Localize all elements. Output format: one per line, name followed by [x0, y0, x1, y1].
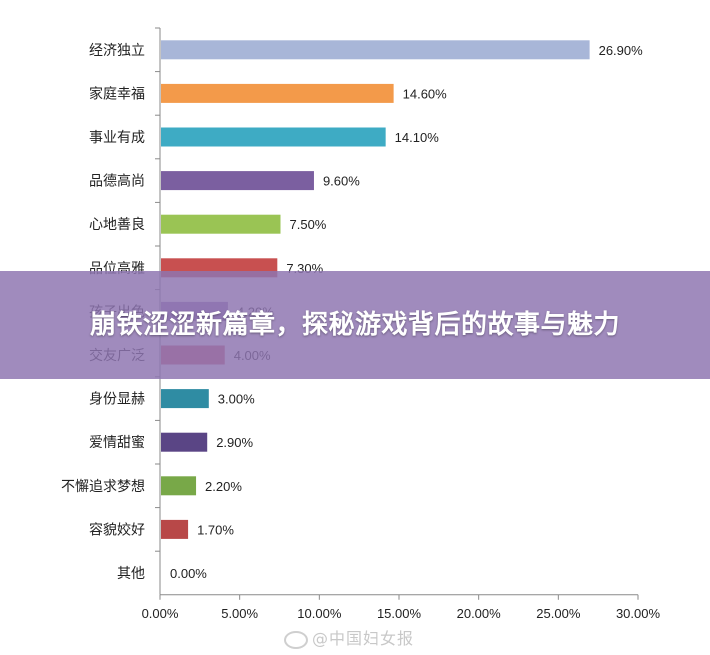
value-label: 2.90% [216, 435, 253, 450]
category-label: 容貌姣好 [89, 521, 145, 538]
category-label: 爱情甜蜜 [89, 435, 145, 451]
category-label: 其他 [117, 566, 145, 582]
bar [161, 83, 394, 103]
value-label: 7.50% [290, 217, 327, 232]
category-label: 品德高尚 [89, 173, 145, 190]
value-label: 2.20% [205, 479, 242, 494]
bar [161, 40, 590, 60]
title-banner: 崩铁涩涩新篇章，探秘游戏背后的故事与魅力 [0, 271, 710, 379]
watermark-text: @中国妇女报 [312, 629, 415, 648]
watermark: @中国妇女报 [284, 625, 414, 649]
x-tick-label: 5.00% [221, 606, 258, 621]
weibo-icon [284, 630, 308, 649]
value-label: 3.00% [218, 392, 255, 407]
bar [161, 432, 208, 452]
bar [161, 171, 314, 191]
banner-title: 崩铁涩涩新篇章，探秘游戏背后的故事与魅力 [89, 310, 620, 340]
value-label: 1.70% [197, 522, 234, 537]
category-label: 事业有成 [89, 130, 145, 146]
x-tick-label: 10.00% [297, 606, 342, 621]
category-label: 身份显赫 [89, 392, 145, 408]
value-label: 14.10% [395, 130, 440, 145]
value-label: 14.60% [403, 86, 448, 101]
category-label: 心地善良 [89, 217, 145, 233]
bar [161, 127, 386, 147]
x-tick-label: 15.00% [377, 606, 422, 621]
category-label: 不懈追求梦想 [61, 478, 145, 495]
x-tick-label: 30.00% [616, 606, 661, 621]
x-tick-label: 25.00% [536, 606, 581, 621]
value-label: 0.00% [170, 566, 207, 581]
value-label: 9.60% [323, 174, 360, 189]
bar [161, 519, 189, 539]
value-label: 26.90% [599, 43, 644, 58]
bar [161, 214, 281, 234]
bar [161, 476, 197, 496]
category-label: 家庭幸福 [89, 85, 145, 102]
category-label: 经济独立 [89, 43, 145, 59]
x-tick-label: 20.00% [457, 606, 502, 621]
x-tick-label: 0.00% [142, 606, 179, 621]
bar [161, 389, 209, 409]
